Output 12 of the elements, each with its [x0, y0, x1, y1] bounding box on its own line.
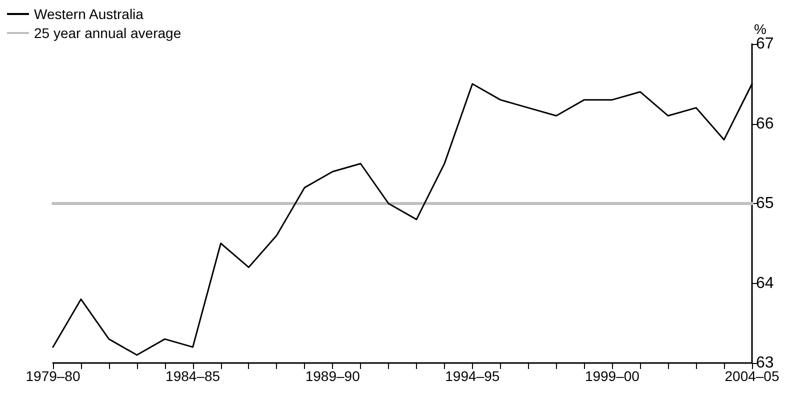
y-tick-label: 65 — [756, 195, 774, 212]
y-tick-label: 66 — [756, 115, 774, 132]
legend-label: Western Australia — [34, 6, 144, 22]
legend-label: 25 year annual average — [34, 25, 182, 41]
y-tick-label: 67 — [756, 36, 774, 52]
x-tick-label: 1989–90 — [305, 368, 360, 384]
y-axis-title: % — [754, 21, 766, 37]
x-tick-label: 1984–85 — [166, 368, 220, 384]
x-tick-label: 1994–95 — [445, 368, 500, 384]
y-tick-label: 64 — [756, 274, 774, 292]
x-tick-label: 1979–80 — [26, 368, 80, 384]
x-tick-label: 1999–00 — [584, 368, 640, 384]
